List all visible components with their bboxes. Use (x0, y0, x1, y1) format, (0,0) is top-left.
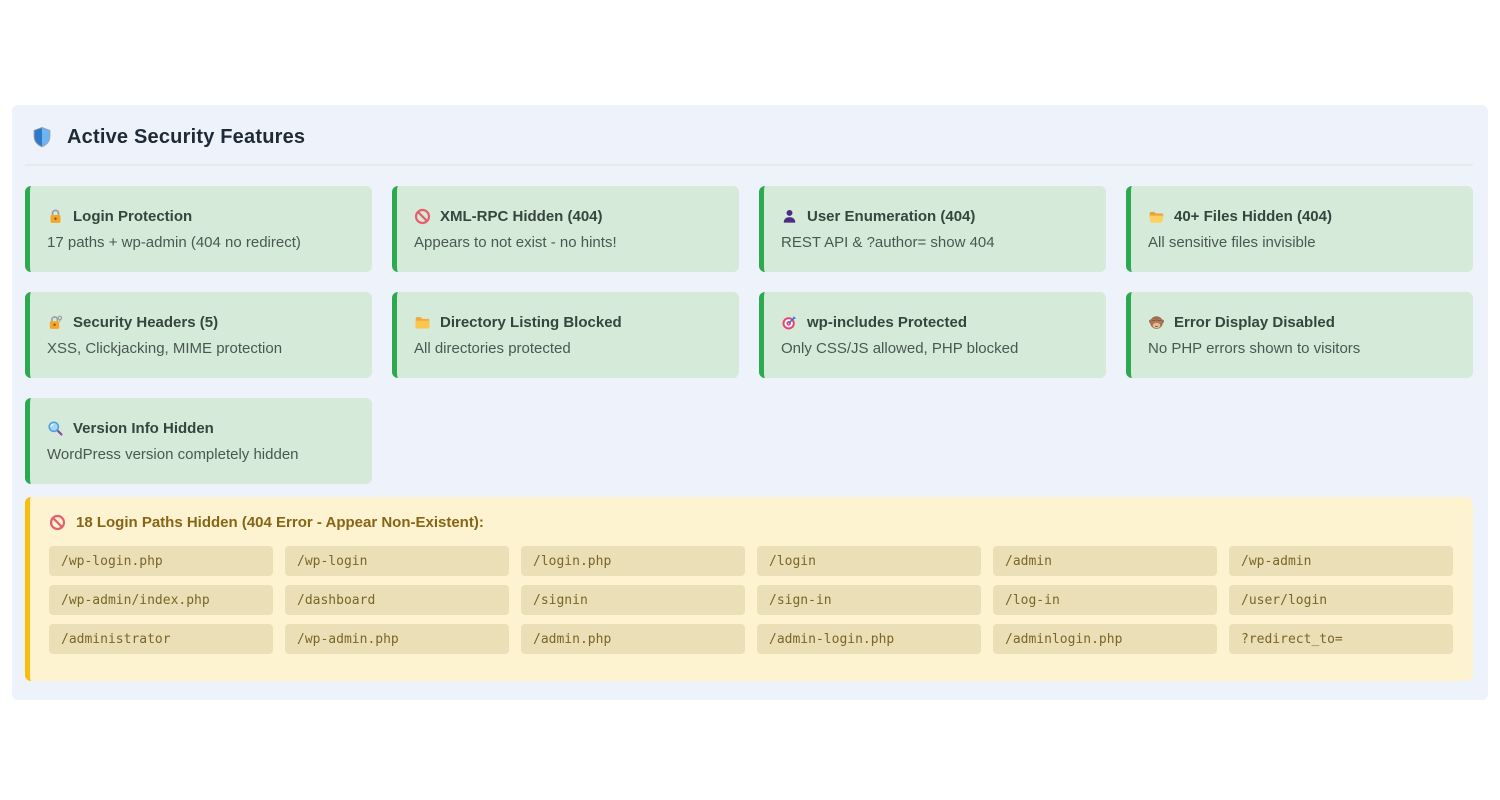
card-subtitle: Only CSS/JS allowed, PHP blocked (781, 339, 1019, 357)
feature-card-login-protection: Login Protection 17 paths + wp-admin (40… (25, 186, 372, 272)
login-path-item: /signin (521, 585, 745, 615)
login-path-item: /log-in (993, 585, 1217, 615)
card-title: Security Headers (5) (73, 313, 219, 331)
login-path-item: /adminlogin.php (993, 624, 1217, 654)
feature-card-files-hidden: 40+ Files Hidden (404) All sensitive fil… (1126, 186, 1473, 272)
prohibited-icon (49, 514, 66, 531)
folder-icon (414, 314, 431, 331)
card-title: 40+ Files Hidden (404) (1174, 207, 1332, 225)
login-path-item: /admin.php (521, 624, 745, 654)
user-icon (781, 208, 798, 225)
login-path-item: ?redirect_to= (1229, 624, 1453, 654)
lock-key-icon (47, 314, 64, 331)
login-path-item: /admin (993, 546, 1217, 576)
card-title: Version Info Hidden (73, 419, 214, 437)
login-paths-title: 18 Login Paths Hidden (404 Error - Appea… (76, 514, 484, 531)
card-subtitle: All sensitive files invisible (1148, 233, 1316, 251)
login-path-item: /wp-login (285, 546, 509, 576)
login-path-item: /wp-admin (1229, 546, 1453, 576)
card-subtitle: REST API & ?author= show 404 (781, 233, 995, 251)
feature-card-error-display: Error Display Disabled No PHP errors sho… (1126, 292, 1473, 378)
feature-card-directory-listing: Directory Listing Blocked All directorie… (392, 292, 739, 378)
login-paths-panel: 18 Login Paths Hidden (404 Error - Appea… (25, 497, 1473, 681)
login-path-item: /wp-login.php (49, 546, 273, 576)
feature-card-user-enumeration: User Enumeration (404) REST API & ?autho… (759, 186, 1106, 272)
feature-card-security-headers: Security Headers (5) XSS, Clickjacking, … (25, 292, 372, 378)
page-title: Active Security Features (67, 125, 306, 148)
feature-card-version-hidden: Version Info Hidden WordPress version co… (25, 398, 372, 484)
shield-icon (31, 126, 53, 148)
target-icon (781, 314, 798, 331)
feature-card-wp-includes: wp-includes Protected Only CSS/JS allowe… (759, 292, 1106, 378)
login-paths-grid: /wp-login.php /wp-login /login.php /logi… (49, 546, 1453, 654)
login-path-item: /admin-login.php (757, 624, 981, 654)
login-path-item: /login (757, 546, 981, 576)
login-path-item: /administrator (49, 624, 273, 654)
login-path-item: /wp-admin.php (285, 624, 509, 654)
monkey-see-no-evil-icon (1148, 314, 1165, 331)
login-path-item: /dashboard (285, 585, 509, 615)
lock-icon (47, 208, 64, 225)
open-folder-icon (1148, 208, 1165, 225)
card-subtitle: XSS, Clickjacking, MIME protection (47, 339, 283, 357)
feature-card-xmlrpc-hidden: XML-RPC Hidden (404) Appears to not exis… (392, 186, 739, 272)
search-icon (47, 420, 64, 437)
feature-cards-grid: Login Protection 17 paths + wp-admin (40… (25, 186, 1473, 484)
card-subtitle: All directories protected (414, 339, 571, 357)
login-path-item: /sign-in (757, 585, 981, 615)
card-title: User Enumeration (404) (807, 207, 976, 225)
card-subtitle: Appears to not exist - no hints! (414, 233, 617, 251)
login-path-item: /user/login (1229, 585, 1453, 615)
card-title: Error Display Disabled (1174, 313, 1335, 331)
panel-header: Active Security Features (25, 120, 1473, 154)
card-subtitle: WordPress version completely hidden (47, 445, 299, 463)
card-title: wp-includes Protected (807, 313, 968, 331)
card-subtitle: 17 paths + wp-admin (404 no redirect) (47, 233, 301, 251)
login-paths-header: 18 Login Paths Hidden (404 Error - Appea… (49, 514, 1453, 531)
card-subtitle: No PHP errors shown to visitors (1148, 339, 1361, 357)
card-title: XML-RPC Hidden (404) (440, 207, 603, 225)
prohibited-icon (414, 208, 431, 225)
login-path-item: /login.php (521, 546, 745, 576)
login-path-item: /wp-admin/index.php (49, 585, 273, 615)
security-panel: Active Security Features Login Protectio… (12, 105, 1488, 700)
card-title: Directory Listing Blocked (440, 313, 622, 331)
header-divider (25, 164, 1473, 166)
card-title: Login Protection (73, 207, 193, 225)
